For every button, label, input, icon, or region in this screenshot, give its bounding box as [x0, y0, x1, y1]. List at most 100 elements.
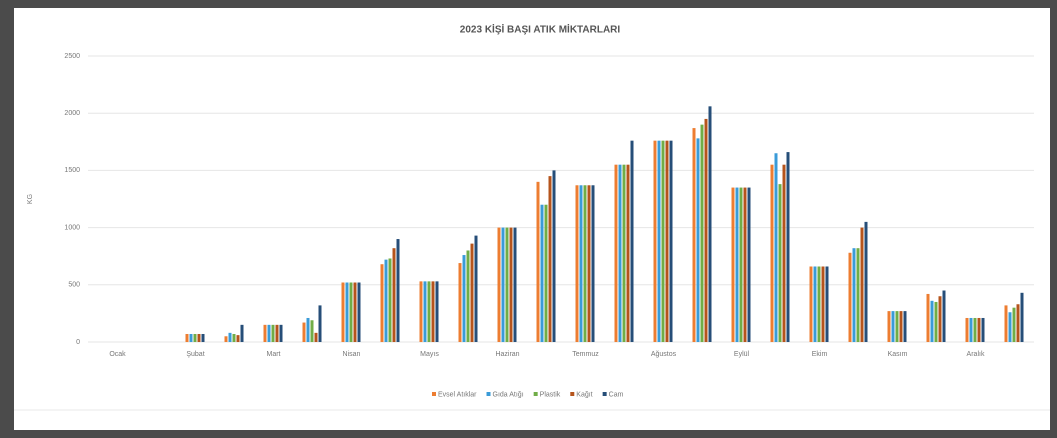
bar [704, 118, 708, 342]
bar [973, 317, 977, 342]
bar [591, 185, 595, 342]
bar [423, 281, 427, 342]
bar [505, 227, 509, 342]
bar [435, 281, 439, 342]
bar [419, 281, 423, 342]
bar [692, 128, 696, 342]
bar [353, 282, 357, 342]
y-tick-label: 1500 [64, 167, 80, 174]
y-tick-label: 1000 [64, 224, 80, 231]
bar [275, 324, 279, 342]
bar [657, 140, 661, 342]
legend-label: Kağıt [576, 391, 592, 398]
x-tick-label: Ekim [812, 351, 828, 358]
bar [509, 227, 513, 342]
bar [228, 332, 232, 342]
bar [934, 301, 938, 342]
bar [201, 333, 205, 342]
bar [786, 152, 790, 342]
bar [193, 333, 197, 342]
bar [470, 243, 474, 342]
bar [349, 282, 353, 342]
bar [887, 311, 891, 342]
bar [926, 293, 930, 342]
x-tick-label: Nisan [343, 351, 361, 358]
bar [747, 187, 751, 342]
bar [778, 184, 782, 342]
y-tick-label: 500 [68, 282, 80, 289]
bar [232, 333, 236, 342]
bar [731, 187, 735, 342]
bar [587, 185, 591, 342]
bar [263, 324, 267, 342]
legend-swatch [533, 392, 538, 396]
bar [1008, 312, 1012, 342]
bar [813, 266, 817, 342]
legend-label: Cam [609, 391, 624, 398]
y-tick-label: 0 [76, 339, 80, 346]
bar [743, 187, 747, 342]
bar [782, 164, 786, 342]
bar [735, 187, 739, 342]
bar [942, 290, 946, 342]
bar [267, 324, 271, 342]
x-tick-label: Mart [267, 351, 281, 358]
bar [388, 258, 392, 342]
bar [891, 311, 895, 342]
bar [653, 140, 657, 342]
bar [1020, 292, 1024, 342]
bar [497, 227, 501, 342]
bar [458, 263, 462, 342]
bar [185, 333, 189, 342]
bar [314, 332, 318, 342]
bar [197, 333, 201, 342]
bar [630, 140, 634, 342]
bar [318, 305, 322, 342]
x-tick-label: Ocak [109, 351, 126, 358]
bar [1016, 304, 1020, 342]
bar [626, 164, 630, 342]
x-tick-label: Kasım [888, 351, 908, 358]
x-tick-label: Şubat [186, 351, 204, 358]
bar [271, 324, 275, 342]
bar [540, 204, 544, 342]
bar [614, 164, 618, 342]
bar [809, 266, 813, 342]
bar [618, 164, 622, 342]
bar [224, 336, 228, 342]
bar [583, 185, 587, 342]
bar [302, 322, 306, 342]
bar [856, 248, 860, 342]
bar [661, 140, 665, 342]
bar [774, 153, 778, 342]
bar [1004, 305, 1008, 342]
bar [384, 259, 388, 342]
bar [544, 204, 548, 342]
bar [427, 281, 431, 342]
bar [579, 185, 583, 342]
y-tick-label: 2500 [64, 53, 80, 60]
x-tick-label: Mayıs [420, 351, 439, 358]
chart-title: 2023 KİŞİ BAŞI ATIK MİKTARLARI [460, 23, 621, 36]
bar [240, 324, 244, 342]
bar [965, 317, 969, 342]
bar [825, 266, 829, 342]
x-tick-label: Haziran [495, 351, 519, 358]
legend-label: Plastik [540, 391, 561, 398]
x-tick-label: Temmuz [572, 351, 599, 358]
bar [552, 170, 556, 342]
bar [708, 106, 712, 342]
bar [895, 311, 899, 342]
bar [310, 320, 314, 342]
legend-swatch [602, 392, 607, 396]
bar [821, 266, 825, 342]
legend-swatch [570, 392, 575, 396]
bar [938, 296, 942, 342]
y-tick-label: 2000 [64, 110, 80, 117]
bar [431, 281, 435, 342]
bar [462, 255, 466, 342]
bar [860, 227, 864, 342]
x-tick-label: Eylül [734, 351, 750, 358]
bar [977, 317, 981, 342]
